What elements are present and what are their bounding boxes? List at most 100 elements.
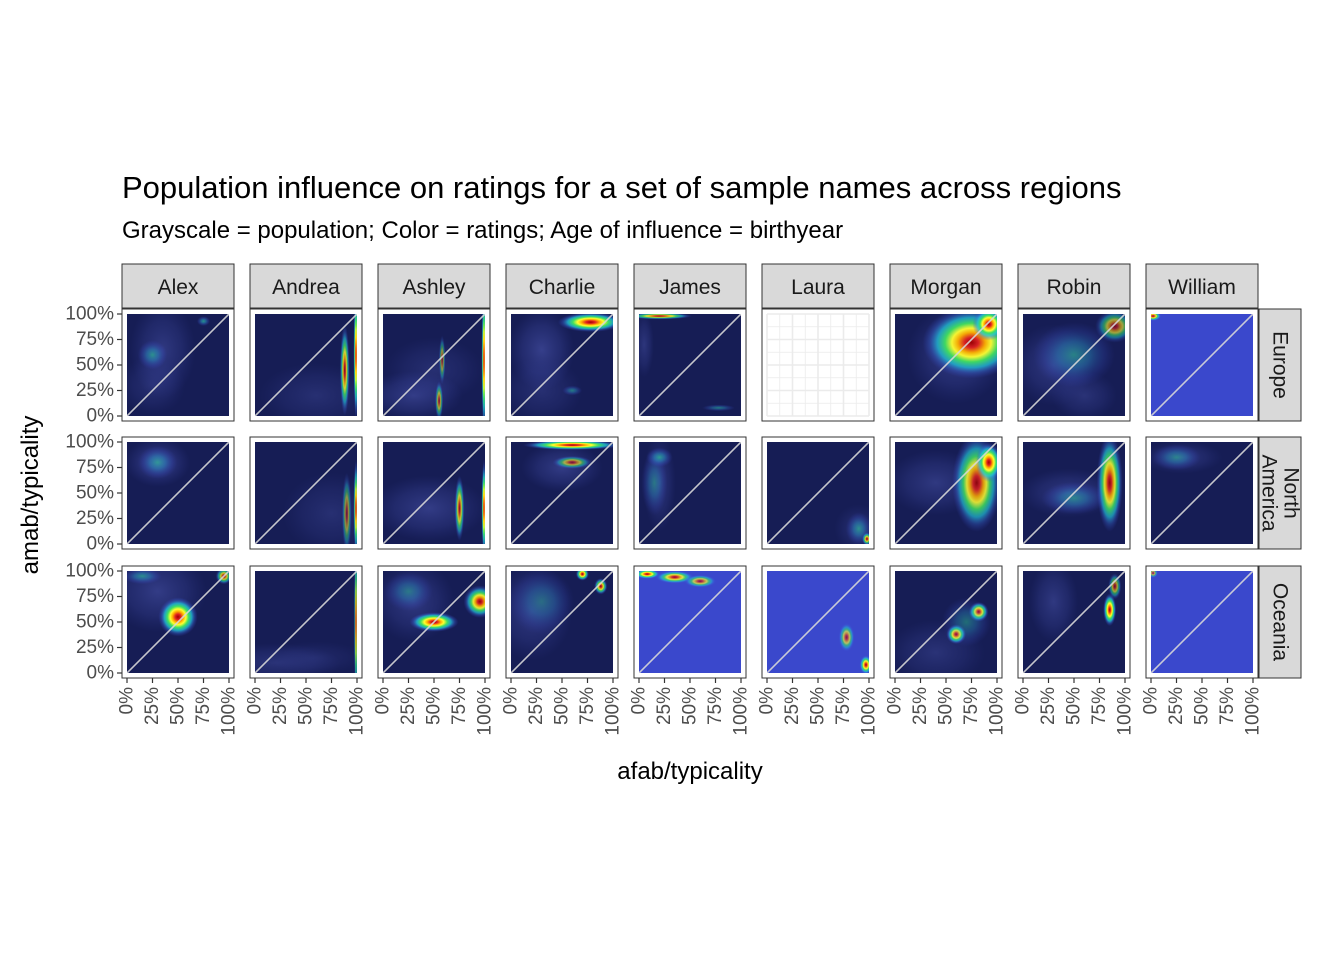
x-tick-label: 0% [757,687,778,715]
panel-william-europe-rating-blob [1151,314,1162,321]
facet-strip-label-william: William [1168,276,1236,299]
row-strip-oceania [1258,565,1302,679]
panel-william-oceania-rating-blob [1151,571,1158,578]
panel-ashley-europe-rating-blob [435,381,444,416]
panel-william-oceania-density [1151,571,1253,673]
x-tick-label: 50% [680,687,701,725]
panel-james-europe-rating-blob [702,404,735,412]
panel-robin-europe-density [1023,314,1125,416]
x-tick-label: 75% [449,687,470,725]
panel-andrea-europe-population-blob [259,362,357,416]
panel-andrea-oceania-population-blob [267,641,357,673]
panel-ashley-oceania-rating-blob [384,571,433,611]
panel-robin-oceania-rating-blob [1103,593,1117,627]
panel-andrea-oceania-diagonal-line [255,571,357,673]
panel-james-europe-density [639,314,741,416]
facet-strip-laura [761,263,875,309]
panel-charlie-north-america-rating-blob [523,442,613,450]
x-tick-label: 75% [1217,687,1238,725]
x-tick-label: 75% [1089,687,1110,725]
x-tick-label: 0% [1013,687,1034,715]
facet-strip-label-laura: Laura [791,276,845,299]
y-tick-label: 0% [87,663,115,684]
x-tick-label: 75% [961,687,982,725]
panel-ashley-oceania-density [383,571,485,673]
x-tick-label: 50% [168,687,189,725]
facet-strip-label-robin: Robin [1047,276,1102,299]
facet-strip-alex [121,263,235,309]
panel-morgan-europe-density [895,314,997,416]
panel-alex-europe-density [127,314,229,416]
panel-andrea-oceania-rating-blob [354,571,357,673]
x-tick-label: 25% [782,687,803,725]
panel-robin-europe-rating-blob [1033,322,1115,388]
panel-alex-oceania-rating-blob [127,571,162,585]
panel-robin-europe-diagonal-line [1023,314,1125,416]
x-axis-label: afab/typicality [617,758,762,785]
x-tick-label: 75% [577,687,598,725]
panel-ashley-europe-rating-blob [481,314,485,416]
panel-andrea-europe-rating-blob [353,314,357,416]
panel-andrea-north-america-rating-blob [353,459,357,544]
panel-william-north-america-density [1151,442,1253,544]
panel-james-north-america-rating-blob [646,447,673,468]
x-tick-label: 25% [654,687,675,725]
panel-charlie-oceania-rating-blob [575,571,589,581]
panel-ashley-europe-diagonal-line [383,314,485,416]
panel-laura-oceania-diagonal-line [767,571,869,673]
panel-ashley-europe-rating-blob [438,335,446,385]
x-tick-label: 100% [219,687,240,736]
panel-james-oceania-density [639,571,741,673]
x-tick-label: 75% [833,687,854,725]
panel-ashley-north-america-population-blob [383,475,485,541]
y-axis-label: amab/typicality [17,416,44,575]
panel-ashley-north-america-rating-blob [454,475,465,541]
panel-william-north-america-diagonal-line [1151,442,1253,544]
x-tick-label: 100% [987,687,1008,736]
panel-alex-oceania-diagonal-line [127,571,229,673]
panel-robin-oceania-density [1023,571,1125,673]
x-tick-label: 25% [1166,687,1187,725]
x-tick-label: 25% [398,687,419,725]
facet-strip-label-charlie: Charlie [529,276,596,299]
y-tick-label: 25% [76,380,114,401]
x-tick-label: 0% [373,687,394,715]
panel-ashley-north-america-rating-blob [481,459,485,544]
panel-morgan-north-america-rating-blob [975,442,997,482]
panel-alex-north-america-density [127,442,229,544]
x-tick-label: 25% [910,687,931,725]
x-tick-label: 0% [629,687,650,715]
panel-ashley-europe-density [383,314,485,416]
panel-alex-oceania-density [127,571,229,673]
x-tick-label: 75% [321,687,342,725]
x-tick-label: 0% [117,687,138,715]
panel-robin-oceania-population-blob [1029,571,1079,643]
x-tick-label: 100% [1243,687,1264,736]
panel-charlie-europe-population-blob [511,357,583,416]
panel-charlie-north-america-diagonal-line [511,442,613,544]
panel-ashley-north-america-density [383,442,485,544]
panel-james-oceania-rating-blob [639,571,661,579]
row-strip-north-america [1258,436,1302,550]
panel-andrea-north-america-population-blob [282,472,357,544]
facet-strip-label-morgan: Morgan [910,276,981,299]
facet-strip-morgan [889,263,1003,309]
panel-morgan-oceania-rating-blob [941,597,991,647]
row-strip-label-oceania: Oceania [1269,583,1292,662]
panel-andrea-europe-density [255,314,357,416]
panel-alex-europe-population-blob [127,356,186,415]
x-tick-label: 0% [1141,687,1162,715]
panel-charlie-europe-density [511,314,613,416]
x-tick-label: 100% [1115,687,1136,736]
x-tick-label: 25% [270,687,291,725]
x-tick-label: 75% [193,687,214,725]
panel-charlie-oceania-density [511,571,613,673]
chart-subtitle: Grayscale = population; Color = ratings;… [122,217,844,244]
x-tick-label: 50% [1192,687,1213,725]
panel-charlie-oceania-rating-blob [594,578,608,595]
x-tick-label: 0% [245,687,266,715]
x-tick-label: 50% [808,687,829,725]
x-tick-label: 75% [705,687,726,725]
